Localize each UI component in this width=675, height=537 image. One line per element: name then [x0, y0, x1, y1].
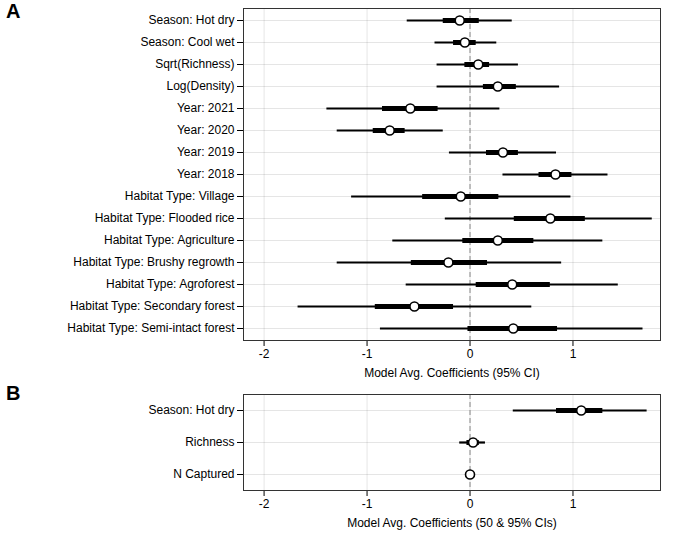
svg-text:0: 0 — [467, 347, 474, 361]
svg-text:Year: 2019: Year: 2019 — [177, 145, 235, 159]
html-text:A: A — [6, 0, 21, 22]
svg-text:Habitat Type: Semi-intact fore: Habitat Type: Semi-intact forest — [67, 321, 235, 335]
svg-text:Season: Hot dry: Season: Hot dry — [148, 13, 234, 27]
svg-text:Habitat Type: Agroforest: Habitat Type: Agroforest — [106, 277, 235, 291]
svg-text:Richness: Richness — [185, 435, 234, 449]
svg-text:-1: -1 — [362, 497, 373, 511]
svg-text:-1: -1 — [362, 347, 373, 361]
html-text:B: B — [6, 382, 21, 404]
svg-text:Season: Cool wet: Season: Cool wet — [140, 35, 235, 49]
svg-text:Year: 2018: Year: 2018 — [177, 167, 235, 181]
svg-text:1: 1 — [570, 347, 577, 361]
svg-text:Log(Density): Log(Density) — [166, 79, 234, 93]
svg-text:-2: -2 — [259, 347, 270, 361]
svg-text:Year: 2021: Year: 2021 — [177, 101, 235, 115]
svg-text:Habitat Type: Flooded rice: Habitat Type: Flooded rice — [95, 211, 235, 225]
svg-text:Year: 2020: Year: 2020 — [177, 123, 235, 137]
svg-text:Habitat Type: Agriculture: Habitat Type: Agriculture — [104, 233, 235, 247]
svg-text:Habitat Type: Village: Habitat Type: Village — [125, 189, 235, 203]
svg-text:Model Avg. Coefficients (95% C: Model Avg. Coefficients (95% CI) — [364, 366, 540, 380]
svg-text:Habitat Type: Brushy regrowth: Habitat Type: Brushy regrowth — [73, 255, 234, 269]
svg-text:Habitat Type: Secondary forest: Habitat Type: Secondary forest — [70, 299, 235, 313]
svg-text:Model Avg. Coefficients (50 &: Model Avg. Coefficients (50 & 95% CIs) — [347, 516, 557, 530]
svg-text:Season: Hot dry: Season: Hot dry — [148, 403, 234, 417]
svg-text:1: 1 — [570, 497, 577, 511]
svg-text:Sqrt(Richness): Sqrt(Richness) — [155, 57, 234, 71]
svg-text:-2: -2 — [259, 497, 270, 511]
svg-text:0: 0 — [467, 497, 474, 511]
svg-text:N Captured: N Captured — [173, 467, 234, 481]
